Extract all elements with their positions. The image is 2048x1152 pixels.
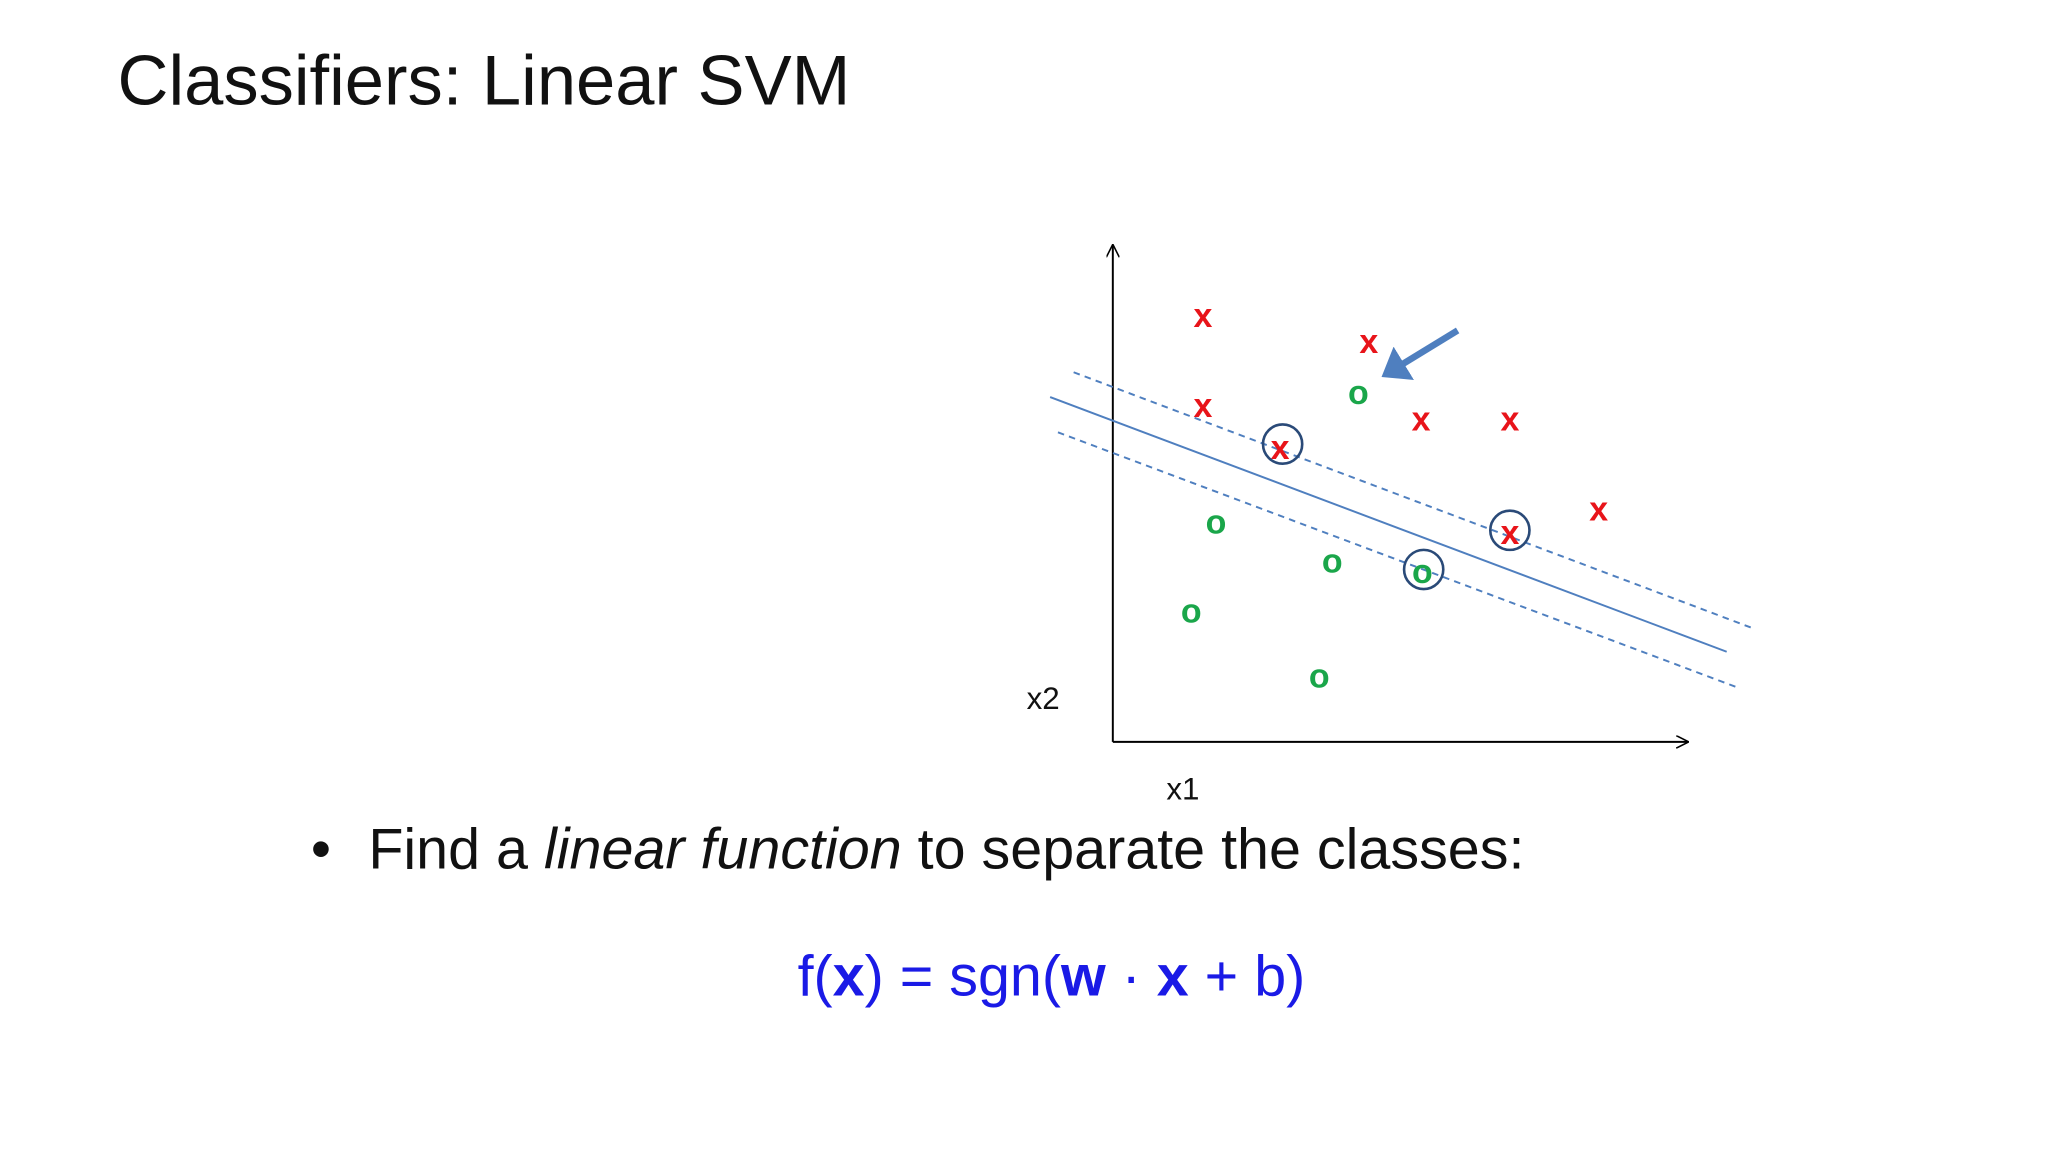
marker-x: x <box>1359 323 1378 361</box>
marker-o: o <box>1181 592 1202 630</box>
support-vector-ring <box>1488 509 1531 552</box>
text: + b) <box>1189 944 1306 1008</box>
marker-x: x <box>1194 297 1213 335</box>
marker-x: x <box>1194 387 1213 425</box>
text: f( <box>798 944 833 1008</box>
marker-o: o <box>1309 658 1330 696</box>
x-axis-label: x1 <box>1166 771 1199 806</box>
decision-boundary <box>1049 396 1728 653</box>
margin-line <box>1073 371 1754 630</box>
bullet-symbol: • <box>311 818 331 882</box>
marker-o: o <box>1206 503 1227 541</box>
text-italic: linear function <box>544 818 902 882</box>
marker-x: x <box>1500 514 1519 552</box>
text-bold: x <box>833 944 865 1008</box>
slide-title: Classifiers: Linear SVM <box>118 40 851 119</box>
pointer-arrow <box>1381 327 1460 381</box>
marker-x: x <box>1412 400 1431 438</box>
bullet-text: Find a linear function to separate the c… <box>368 818 1524 882</box>
support-vector-ring <box>1402 548 1445 591</box>
marker-x: x <box>1500 400 1519 438</box>
margin-line <box>1057 431 1741 690</box>
marker-x: x <box>1271 429 1290 467</box>
text: to separate the classes: <box>902 818 1525 882</box>
formula: f(x) = sgn(w · x + b) <box>798 944 1306 1008</box>
marker-o: o <box>1348 374 1369 412</box>
marker-o: o <box>1412 553 1433 591</box>
marker-x: x <box>1589 490 1608 528</box>
support-vector-ring <box>1261 423 1304 465</box>
text-bold: x <box>1157 944 1189 1008</box>
text: ) = sgn( <box>865 944 1061 1008</box>
text: Find a <box>368 818 544 882</box>
marker-o: o <box>1322 543 1343 581</box>
y-axis-label: x2 <box>1027 681 1060 716</box>
text: · <box>1106 944 1157 1008</box>
text-bold: w <box>1060 944 1106 1008</box>
